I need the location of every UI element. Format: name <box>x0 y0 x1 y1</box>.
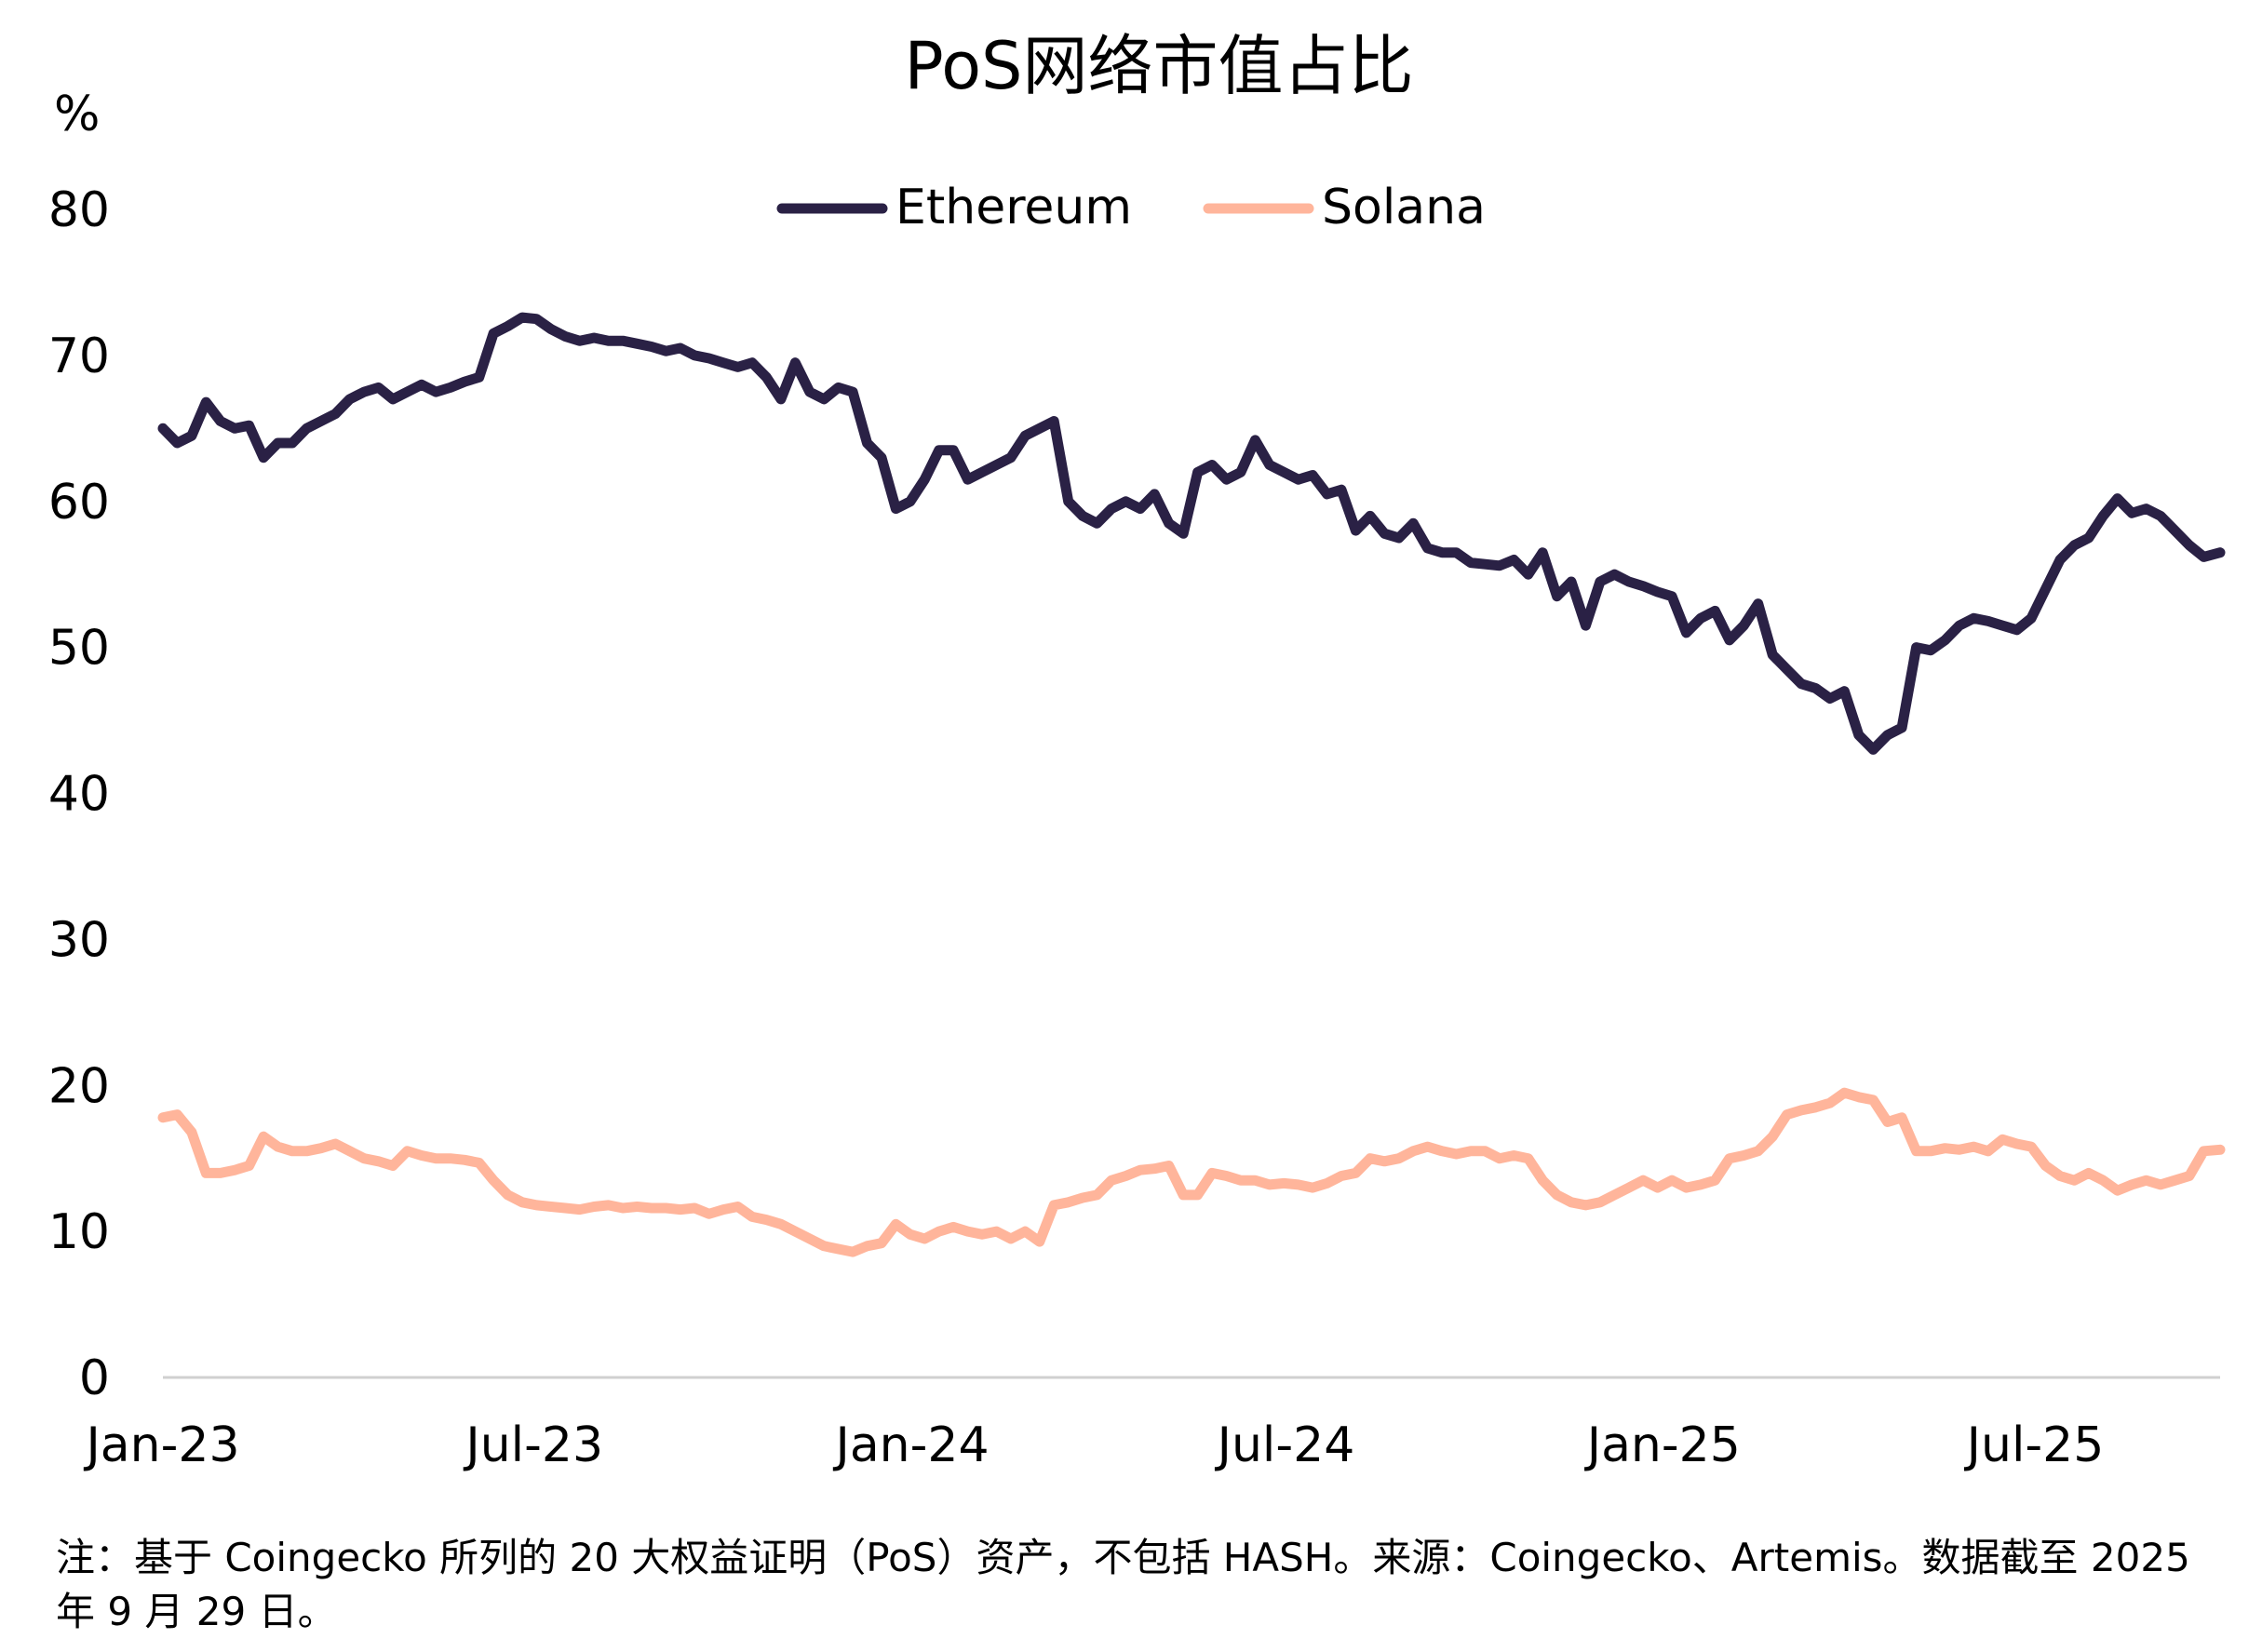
y-tick-label: 0 <box>79 1350 110 1406</box>
x-tick-label: Jan-25 <box>1584 1417 1741 1473</box>
y-tick-label: 10 <box>48 1204 110 1260</box>
legend: Ethereum Solana <box>776 180 1486 235</box>
y-axis-ticks: 0 10 20 30 40 50 60 70 80 <box>48 182 110 1406</box>
legend-label-solana: Solana <box>1322 180 1486 235</box>
y-tick-label: 80 <box>48 182 110 238</box>
legend-label-ethereum: Ethereum <box>895 180 1132 235</box>
y-tick-label: 20 <box>48 1058 110 1114</box>
x-tick-label: Jan-23 <box>83 1417 239 1473</box>
y-tick-label: 50 <box>48 621 110 677</box>
y-tick-label: 70 <box>48 329 110 384</box>
x-tick-label: Jul-24 <box>1215 1417 1355 1473</box>
series-lines <box>157 312 2226 1257</box>
y-tick-label: 60 <box>48 475 110 531</box>
series-line-solana <box>157 1087 2226 1257</box>
x-tick-label: Jan-24 <box>832 1417 989 1473</box>
y-axis-unit-label: % <box>54 87 100 142</box>
x-tick-label: Jul-23 <box>463 1417 603 1473</box>
x-tick-label: Jul-25 <box>1964 1417 2105 1473</box>
y-tick-label: 30 <box>48 912 110 968</box>
chart-title: PoS网络市值占比 <box>905 28 1414 104</box>
x-axis-ticks: Jan-23 Jul-23 Jan-24 Jul-24 Jan-25 Jul-25 <box>83 1417 2104 1473</box>
series-line-ethereum <box>157 312 2226 755</box>
footnote: 注：基于 Coingecko 所列的 20 大权益证明（PoS）资产，不包括 H… <box>56 1535 2190 1634</box>
y-tick-label: 40 <box>48 767 110 823</box>
